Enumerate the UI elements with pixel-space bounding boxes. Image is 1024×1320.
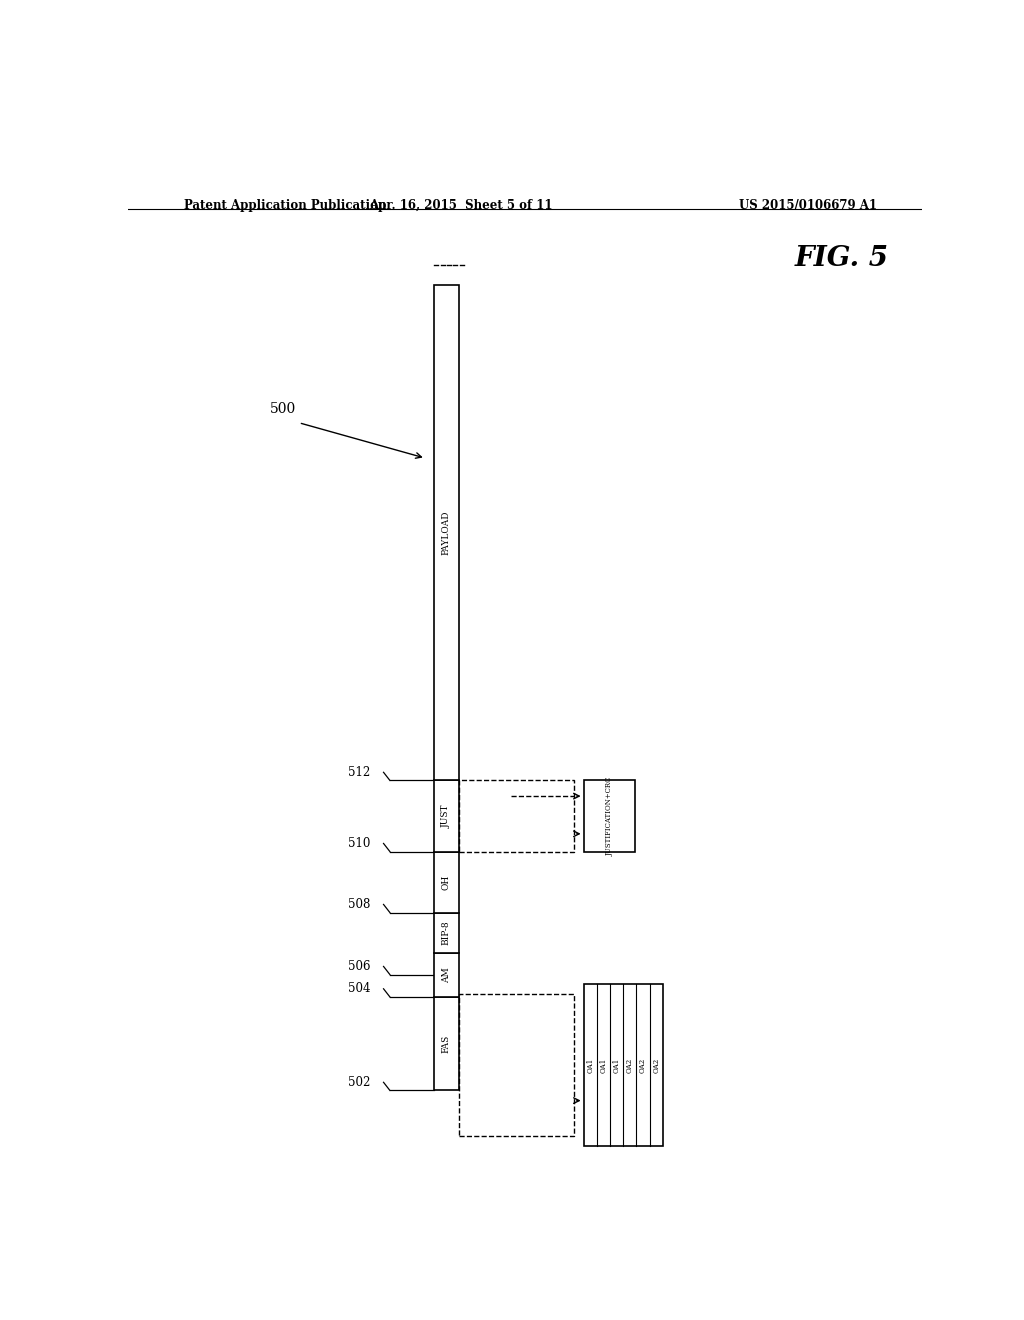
Bar: [433, 285, 459, 780]
Text: 504: 504: [347, 982, 370, 995]
Text: 506: 506: [347, 960, 370, 973]
Text: PAYLOAD: PAYLOAD: [441, 511, 451, 556]
Text: OA1: OA1: [586, 1057, 594, 1073]
Bar: [433, 851, 459, 912]
Text: Apr. 16, 2015  Sheet 5 of 11: Apr. 16, 2015 Sheet 5 of 11: [370, 199, 553, 213]
Text: US 2015/0106679 A1: US 2015/0106679 A1: [739, 199, 878, 213]
Bar: [584, 983, 663, 1146]
Text: FIG. 5: FIG. 5: [795, 244, 889, 272]
Text: BIP-8: BIP-8: [441, 920, 451, 945]
Text: OA2: OA2: [652, 1057, 660, 1073]
Bar: [433, 953, 459, 997]
Text: 512: 512: [348, 766, 370, 779]
Text: 508: 508: [348, 898, 370, 911]
Text: 510: 510: [348, 837, 370, 850]
Text: Patent Application Publication: Patent Application Publication: [183, 199, 386, 213]
Text: OH: OH: [441, 874, 451, 890]
Bar: [459, 780, 574, 851]
Text: 502: 502: [348, 1076, 370, 1089]
Text: OA1: OA1: [599, 1057, 607, 1073]
Bar: [584, 780, 635, 851]
Text: 500: 500: [269, 403, 296, 416]
Text: OA2: OA2: [626, 1057, 634, 1073]
Bar: [433, 912, 459, 953]
Text: JUSTIFICATION+CRC: JUSTIFICATION+CRC: [605, 776, 613, 855]
Text: AM: AM: [441, 968, 451, 983]
Bar: [433, 997, 459, 1090]
Bar: [433, 780, 459, 851]
Bar: [459, 994, 574, 1137]
Text: JUST: JUST: [441, 804, 451, 828]
Text: FAS: FAS: [441, 1035, 451, 1053]
Text: OA2: OA2: [639, 1057, 647, 1073]
Text: OA1: OA1: [612, 1057, 621, 1073]
